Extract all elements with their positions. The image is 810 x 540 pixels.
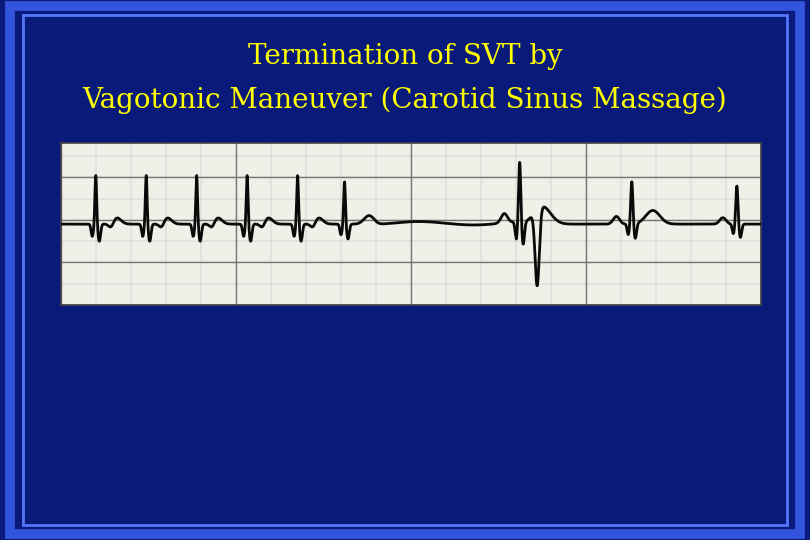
Text: Vagotonic Maneuver (Carotid Sinus Massage): Vagotonic Maneuver (Carotid Sinus Massag… [83, 86, 727, 113]
Text: Termination of SVT by: Termination of SVT by [248, 43, 562, 70]
